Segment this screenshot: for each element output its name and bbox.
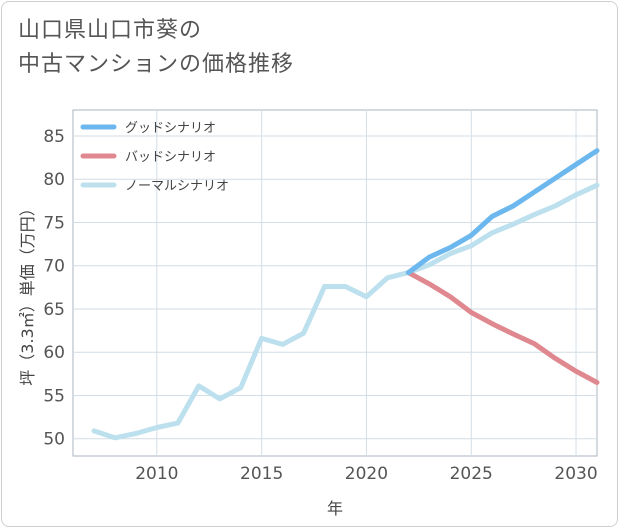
- y-tick-label-50: 50: [43, 430, 65, 450]
- y-tick-label-75: 75: [43, 213, 65, 233]
- chart-title-line-1: 山口県山口市葵の: [18, 18, 203, 43]
- tick-labels: 50 55 60 65 70 75 80 85 2010 2015 2020 2025 2030: [43, 127, 597, 484]
- legend-normal-label: ノーマルシナリオ: [125, 179, 229, 194]
- y-tick-label-60: 60: [43, 343, 65, 363]
- series-line-bad: [405, 270, 600, 385]
- x-tick-label-2010: 2010: [135, 464, 178, 484]
- series-line-good: [405, 148, 600, 276]
- grid-lines: [72, 109, 598, 457]
- y-tick-label-70: 70: [43, 257, 65, 277]
- chart-title: 山口県山口市葵の 中古マンションの価格推移: [18, 14, 294, 82]
- y-tick-label-55: 55: [43, 386, 65, 406]
- series-lines: [91, 148, 600, 441]
- legend-good-label: グッドシナリオ: [125, 121, 216, 136]
- y-axis-title: 坪（3.3㎡）単価（万円）: [18, 200, 37, 385]
- x-tick-label-2030: 2030: [554, 464, 597, 484]
- legend-bad-label: バッドシナリオ: [125, 150, 216, 165]
- x-tick-label-2015: 2015: [240, 464, 283, 484]
- y-tick-label-85: 85: [43, 127, 65, 147]
- series-line-normal: [91, 182, 600, 441]
- y-tick-label-80: 80: [43, 170, 65, 190]
- x-tick-label-2020: 2020: [345, 464, 388, 484]
- x-tick-label-2025: 2025: [450, 464, 493, 484]
- y-tick-label-65: 65: [43, 300, 65, 320]
- chart-title-line-2: 中古マンションの価格推移: [18, 52, 295, 77]
- x-axis-title: 年: [327, 499, 343, 518]
- plot-area: [72, 109, 598, 457]
